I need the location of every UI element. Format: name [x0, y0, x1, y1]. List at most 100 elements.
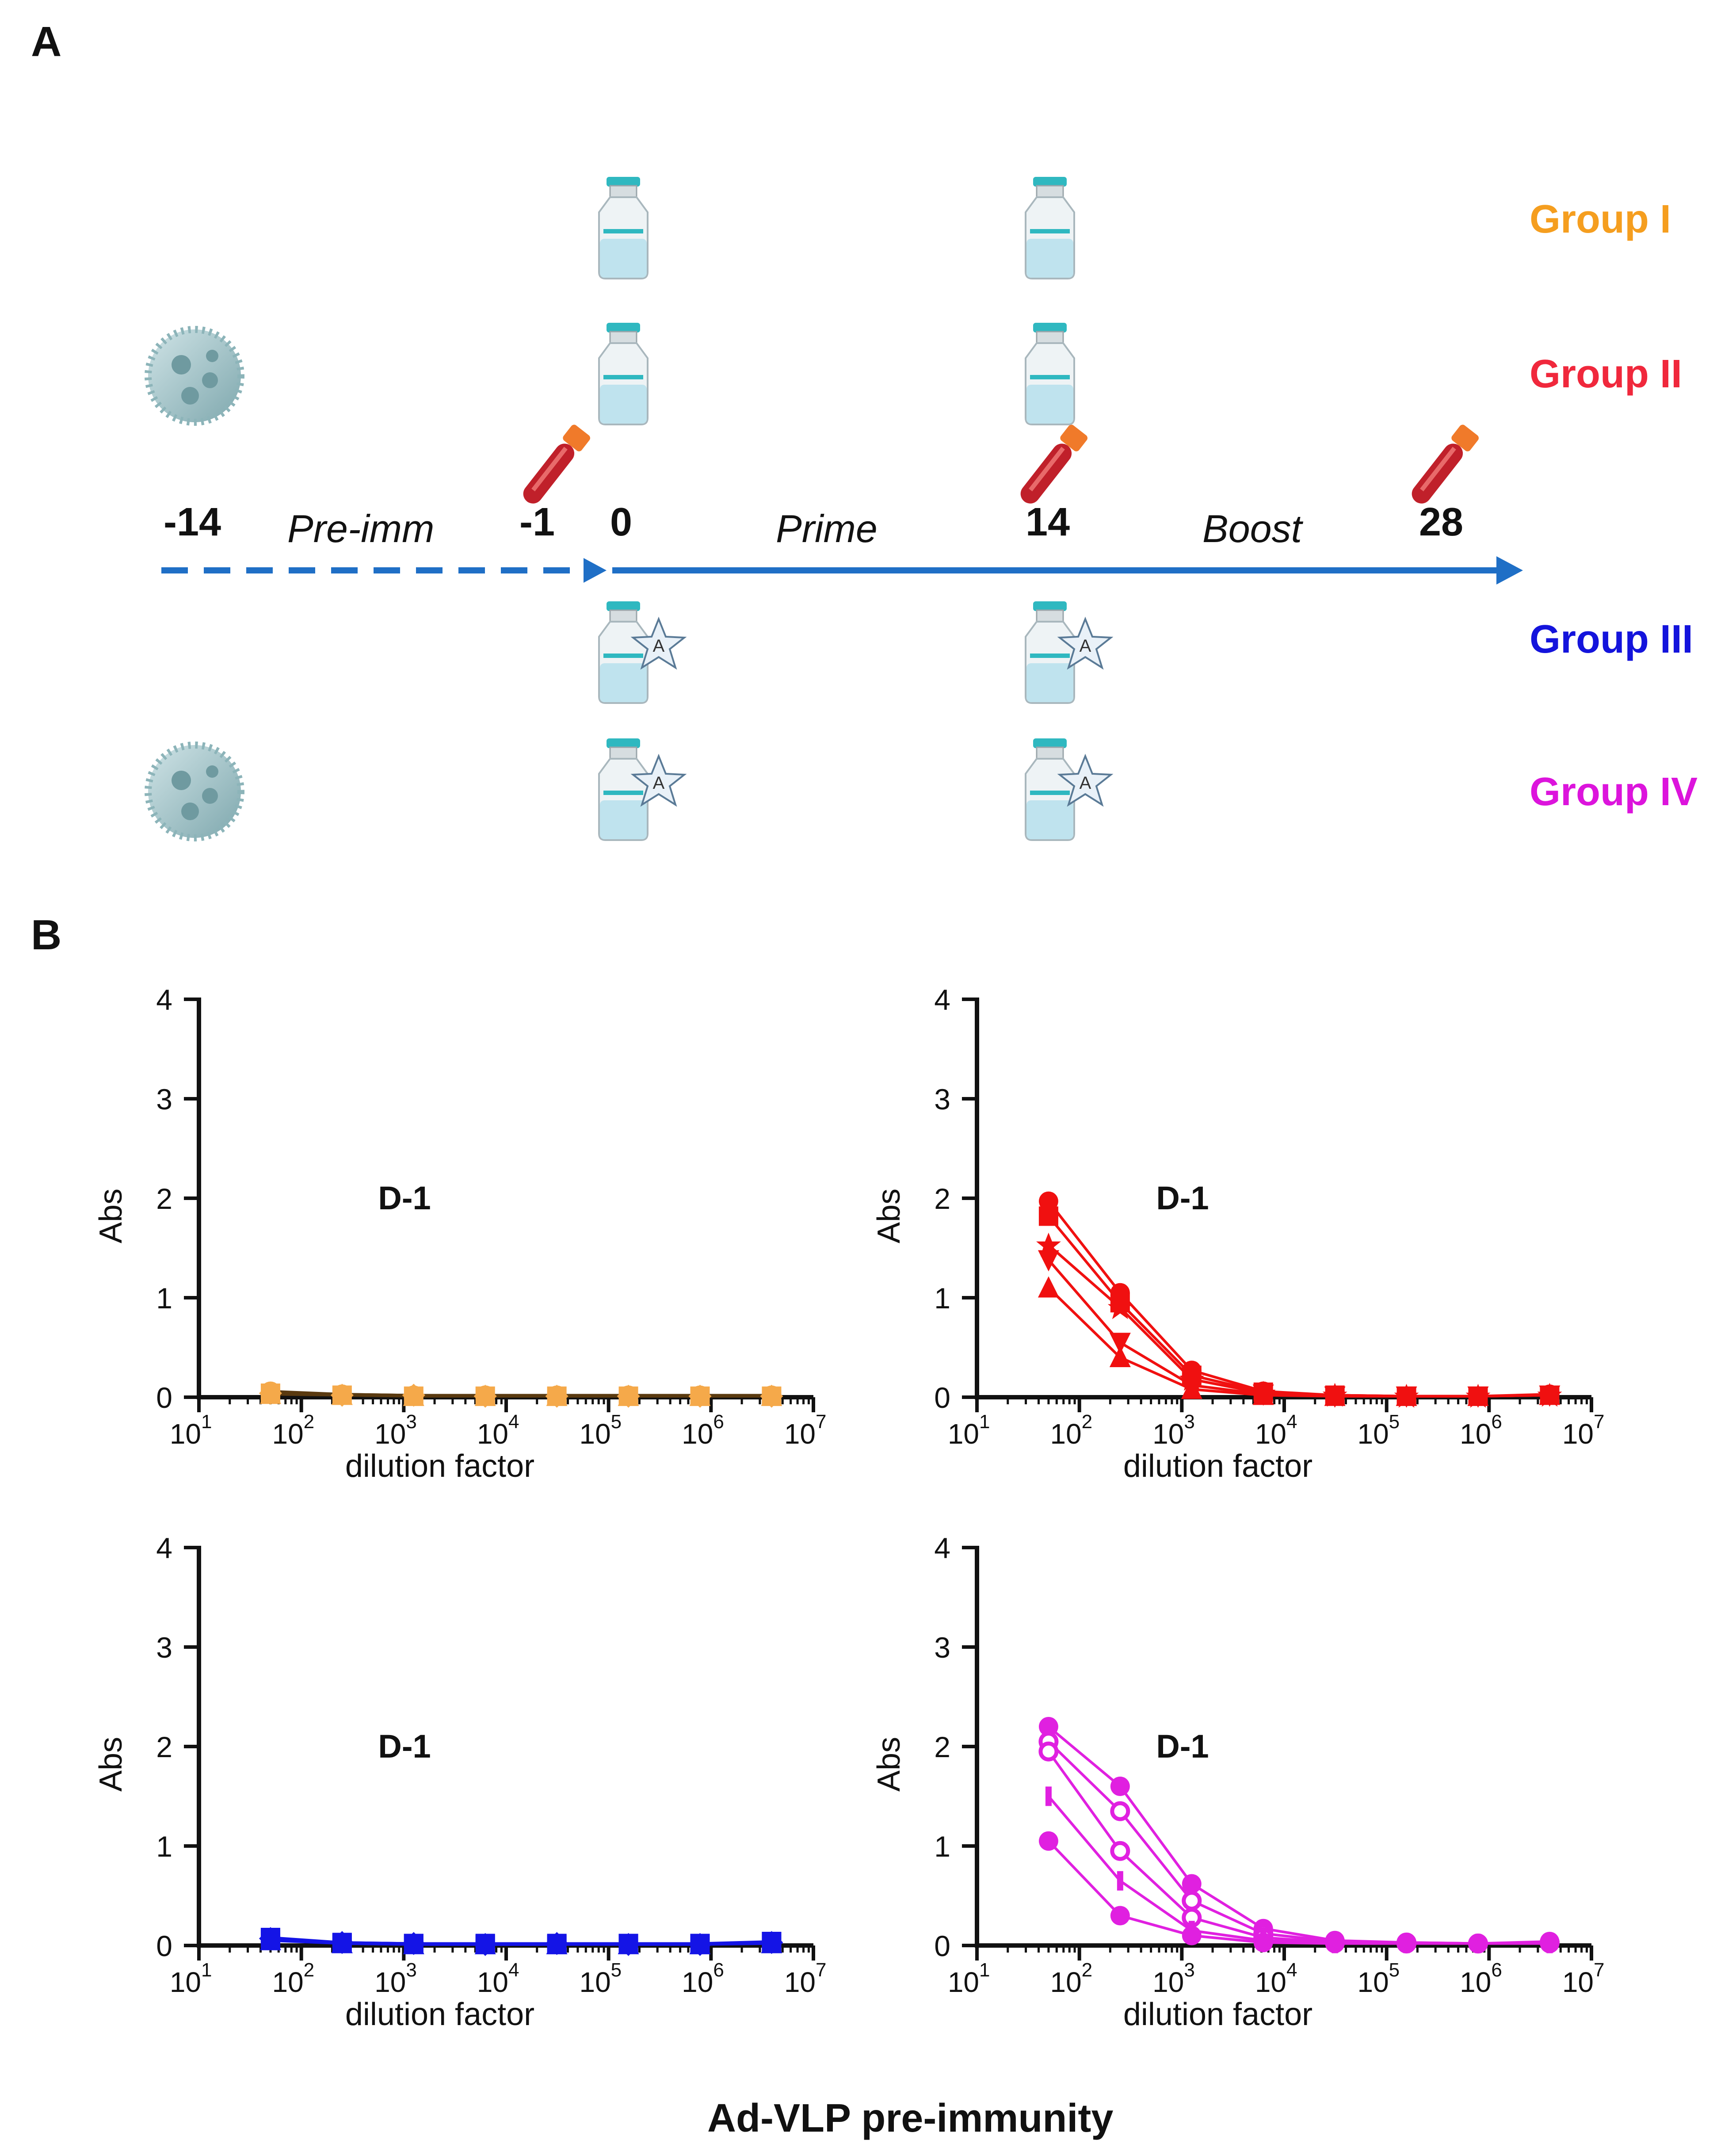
pre-imm-arrowhead	[584, 558, 607, 583]
x-axis-label: dilution factor	[1123, 1449, 1312, 1484]
x-tick-label: 10	[272, 1966, 303, 1998]
phase-pre-imm: Pre-imm	[287, 507, 435, 550]
x-tick-label: 10	[272, 1418, 303, 1450]
y-tick-label: 2	[934, 1731, 950, 1763]
data-point	[1182, 1874, 1202, 1894]
data-point	[1038, 1741, 1059, 1762]
data-point	[1038, 1250, 1059, 1272]
y-tick-label: 3	[934, 1083, 950, 1116]
data-point	[1468, 1934, 1488, 1953]
x-tick-exponent: 5	[611, 1959, 622, 1981]
adjuvant-badge-text: A	[1080, 773, 1091, 793]
x-tick-label: 10	[374, 1418, 406, 1450]
x-tick-exponent: 2	[304, 1411, 314, 1433]
y-tick-label: 3	[934, 1631, 950, 1664]
data-point	[1110, 1906, 1130, 1926]
day-minus-1: -1	[519, 500, 555, 544]
blood-tube-icon	[523, 424, 590, 504]
y-axis-label: Abs	[93, 1189, 129, 1243]
data-point	[1109, 1346, 1131, 1367]
adjuvant-star-badge: A	[1057, 616, 1114, 670]
group-label-iii: Group III	[1530, 617, 1693, 661]
x-tick-label: 10	[1255, 1418, 1286, 1450]
data-point	[332, 1934, 352, 1953]
x-tick-exponent: 3	[406, 1959, 416, 1981]
x-tick-exponent: 4	[508, 1959, 519, 1981]
x-tick-label: 10	[1152, 1418, 1184, 1450]
vial-icons: A A A A	[598, 177, 1114, 841]
x-tick-exponent: 5	[1389, 1411, 1400, 1433]
x-tick-label: 10	[170, 1966, 201, 1998]
data-point	[1038, 1831, 1058, 1851]
data-point	[690, 1386, 710, 1406]
adjuvant-star-badge: A	[630, 616, 687, 670]
data-point	[762, 1386, 782, 1406]
y-tick-label: 1	[156, 1282, 172, 1315]
data-point	[1110, 1841, 1130, 1861]
x-tick-exponent: 4	[1286, 1959, 1297, 1981]
y-tick-label: 2	[156, 1182, 172, 1215]
x-tick-label: 10	[170, 1418, 201, 1450]
vial-icon	[1025, 323, 1075, 425]
data-point	[1110, 1777, 1130, 1796]
y-tick-label: 0	[934, 1381, 950, 1414]
data-point	[1038, 1206, 1058, 1226]
x-tick-label: 10	[1152, 1966, 1184, 1998]
y-tick-label: 1	[934, 1282, 950, 1315]
data-point	[1253, 1933, 1273, 1953]
vial-icon	[598, 177, 649, 279]
x-tick-exponent: 1	[979, 1411, 990, 1433]
y-tick-label: 1	[934, 1830, 950, 1863]
chart-title: D-1	[1156, 1180, 1209, 1216]
x-tick-label: 10	[1357, 1966, 1389, 1998]
y-tick-label: 4	[934, 983, 950, 1016]
adjuvant-star-badge: A	[1057, 753, 1114, 807]
x-tick-label: 10	[374, 1966, 406, 1998]
x-tick-label: 10	[1562, 1418, 1594, 1450]
x-tick-label: 10	[477, 1966, 508, 1998]
x-tick-label: 10	[579, 1966, 610, 1998]
data-point	[1252, 1384, 1274, 1405]
adjuvanted-vial-icon: A	[1025, 601, 1114, 704]
x-tick-exponent: 3	[1184, 1411, 1194, 1433]
y-tick-label: 3	[156, 1631, 172, 1664]
x-tick-exponent: 7	[1594, 1411, 1604, 1433]
data-point	[547, 1386, 567, 1406]
data-point	[1182, 1926, 1202, 1945]
x-tick-label: 10	[948, 1966, 979, 1998]
data-point	[1110, 1801, 1130, 1821]
vial-icon	[598, 323, 649, 425]
y-tick-label: 4	[156, 1532, 172, 1564]
adjuvanted-vial-icon: A	[1025, 738, 1114, 841]
main-timeline-arrowhead	[1496, 556, 1523, 585]
data-point	[618, 1934, 638, 1953]
vial-icon	[1025, 177, 1075, 279]
group-label-iv: Group IV	[1530, 770, 1698, 814]
series-line	[1047, 1244, 1550, 1398]
y-tick-label: 4	[934, 1532, 950, 1564]
adjuvant-star-badge: A	[630, 753, 687, 807]
group-label-ii: Group II	[1530, 352, 1682, 396]
series-line	[1047, 1259, 1550, 1398]
data-point	[1324, 1384, 1346, 1406]
y-tick-label: 1	[156, 1830, 172, 1863]
x-tick-label: 10	[682, 1966, 713, 1998]
x-tick-label: 10	[1050, 1418, 1081, 1450]
adjuvant-badge-text: A	[653, 773, 665, 793]
x-tick-label: 10	[948, 1418, 979, 1450]
x-tick-exponent: 2	[1082, 1959, 1092, 1981]
timeline-diagram	[145, 326, 1523, 841]
x-tick-label: 10	[1357, 1418, 1389, 1450]
y-tick-label: 4	[156, 983, 172, 1016]
y-axis-label: Abs	[93, 1737, 129, 1792]
data-point	[1045, 1786, 1052, 1806]
data-point	[1467, 1384, 1489, 1406]
y-tick-label: 3	[156, 1083, 172, 1116]
panel-a-label: A	[31, 18, 62, 65]
x-tick-exponent: 5	[1389, 1959, 1400, 1981]
chart-title: D-1	[378, 1728, 431, 1765]
data-point	[1107, 1295, 1133, 1319]
x-tick-label: 10	[579, 1418, 610, 1450]
